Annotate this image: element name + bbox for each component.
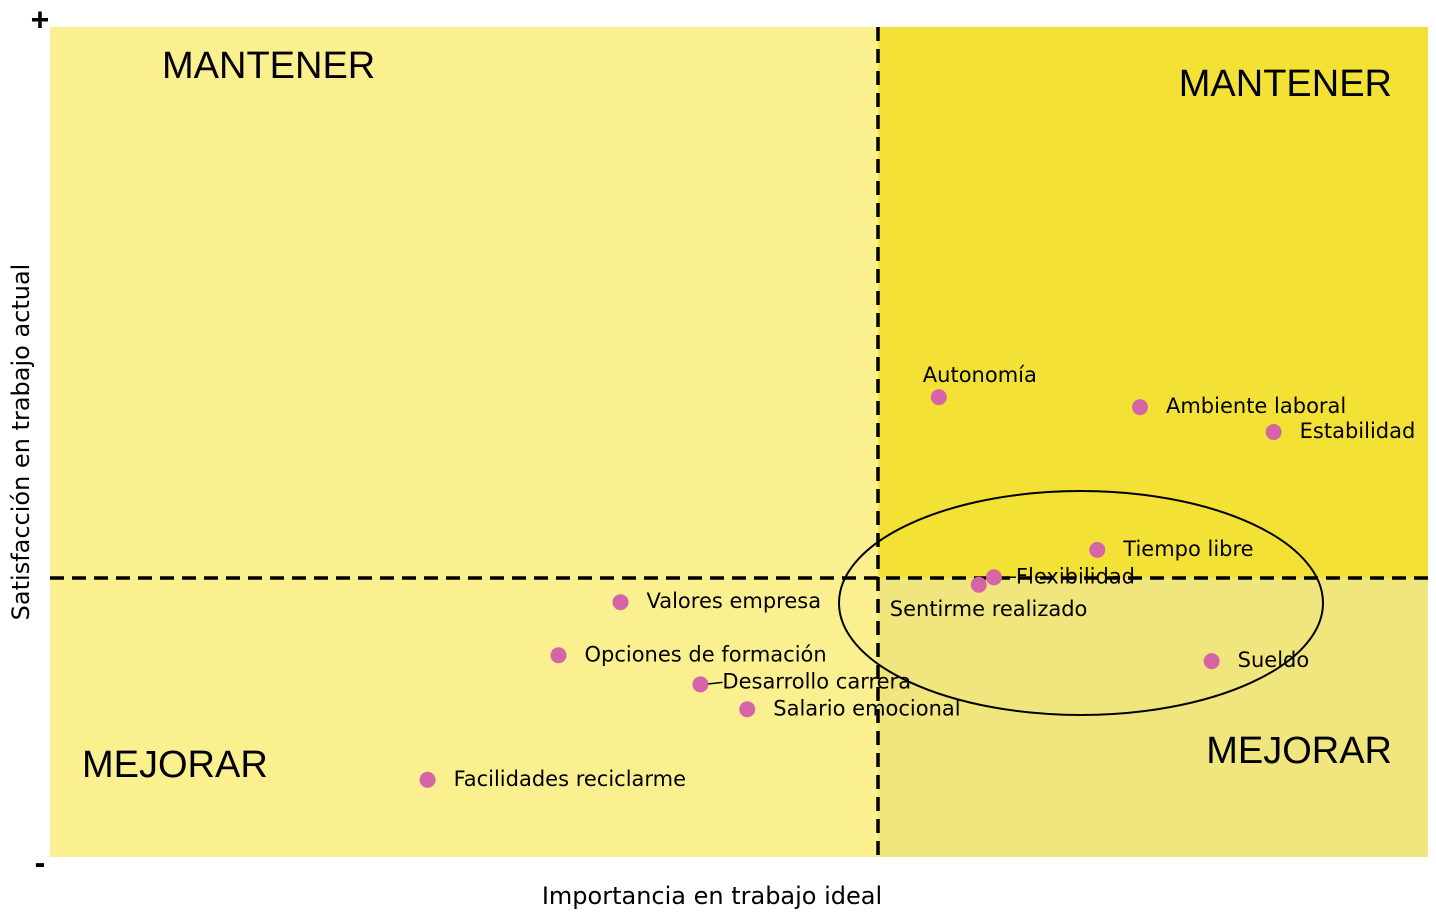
point [612,594,629,611]
point [970,576,987,593]
x-axis-label: Importancia en trabajo ideal [542,882,882,910]
point-label: Autonomía [923,363,1037,387]
quadrant-label: MEJORAR [82,744,268,786]
point [550,647,567,664]
point [419,771,436,788]
point [930,389,947,406]
point-label: Ambiente laboral [1166,394,1346,418]
quadrant [50,27,878,578]
point-label: Salario emocional [773,696,960,720]
point-label: Desarrollo carrera [722,669,911,693]
quadrant [878,27,1428,578]
point-label: Sentirme realizado [890,597,1088,621]
point [739,701,756,718]
quadrant-label: MANTENER [162,45,375,87]
quadrant [50,578,878,857]
y-axis-label: Satisfacción en trabajo actual [7,264,35,621]
quadrant [878,578,1428,857]
highlight-ellipse [838,490,1324,716]
point-label: Valores empresa [646,589,821,613]
point-label: Estabilidad [1300,419,1416,443]
point [1131,399,1148,416]
quadrant-label: MANTENER [1179,63,1392,105]
point-label: Sueldo [1238,648,1310,672]
axis-end-label: - [35,844,46,880]
point [985,569,1002,586]
axis-end-label: + [31,1,50,37]
quadrant-label: MEJORAR [1206,730,1392,772]
point [1089,541,1106,558]
point-label: Facilidades reciclarme [454,767,687,791]
point-label: Tiempo libre [1122,537,1253,561]
point-label: Flexibilidad [1016,564,1135,588]
point [1203,653,1220,670]
point [692,676,709,693]
point-label: Opciones de formación [584,642,826,666]
point [1265,424,1282,441]
